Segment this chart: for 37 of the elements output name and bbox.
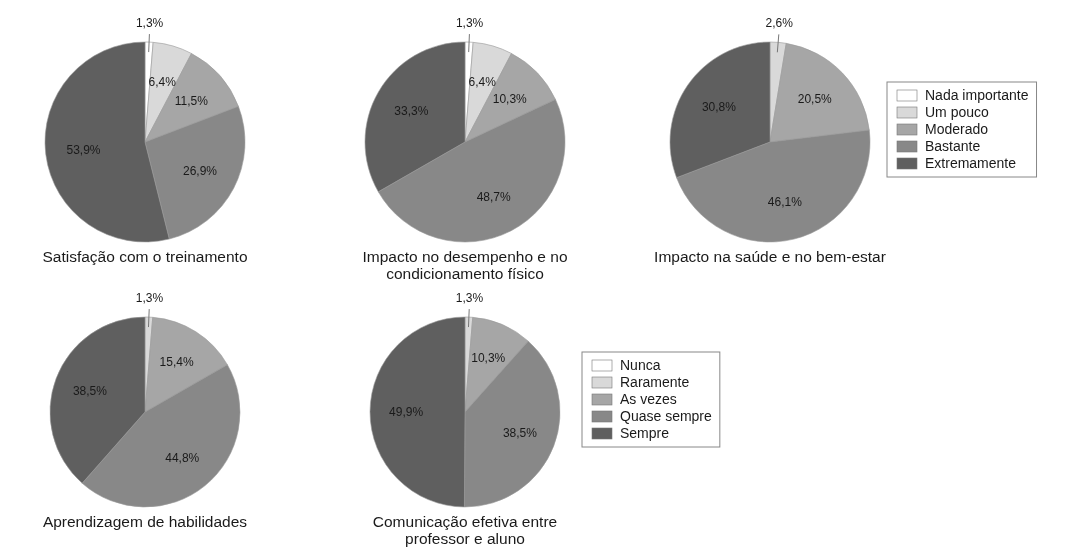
data-label: 53,9%: [66, 142, 101, 157]
data-label: 49,9%: [389, 404, 424, 419]
data-label: 46,1%: [767, 195, 803, 210]
legend-label: Bastante: [925, 138, 981, 154]
data-label: 10,3%: [492, 92, 528, 107]
legend-label: Sempre: [620, 425, 670, 441]
data-label: 38,5%: [72, 384, 108, 399]
data-label: 10,3%: [471, 350, 506, 365]
text: Impacto na saúde e no bem-estar: [654, 248, 886, 265]
data-label: 44,8%: [165, 450, 200, 465]
legend-label: Um pouco: [925, 104, 990, 120]
legend-label: As vezes: [620, 391, 677, 407]
text: Satisfação com o treinamento: [42, 248, 248, 265]
data-label: 1,3%: [135, 16, 164, 31]
data-label: 1,3%: [135, 291, 164, 306]
legend-label: Nunca: [620, 357, 661, 373]
data-label: 6,4%: [468, 75, 497, 90]
data-label: 30,8%: [701, 99, 737, 114]
text: Aprendizagem de habilidades: [42, 513, 248, 530]
data-label: 20,5%: [797, 92, 833, 107]
data-label: 1,3%: [455, 16, 484, 31]
legend-label: Extremamente: [925, 155, 1017, 171]
legend-label: Nada importante: [925, 87, 1029, 103]
data-label: 1,3%: [455, 291, 484, 306]
text: Impacto no desempenho e no condicionamento físico: [362, 248, 568, 282]
legend-label: Raramente: [620, 374, 690, 390]
data-label: 26,9%: [182, 163, 218, 178]
data-label: 48,7%: [476, 189, 512, 204]
data-label: 15,4%: [159, 355, 194, 370]
text: Comunicação efetiva entre professor e aluno: [372, 513, 558, 547]
data-label: 38,5%: [502, 426, 538, 441]
data-label: 6,4%: [148, 75, 177, 90]
data-label: 33,3%: [394, 103, 429, 118]
data-label: 2,6%: [765, 16, 794, 31]
data-label: 11,5%: [174, 93, 209, 108]
legend-label: Moderado: [925, 121, 989, 137]
legend-label: Quase sempre: [620, 408, 713, 424]
